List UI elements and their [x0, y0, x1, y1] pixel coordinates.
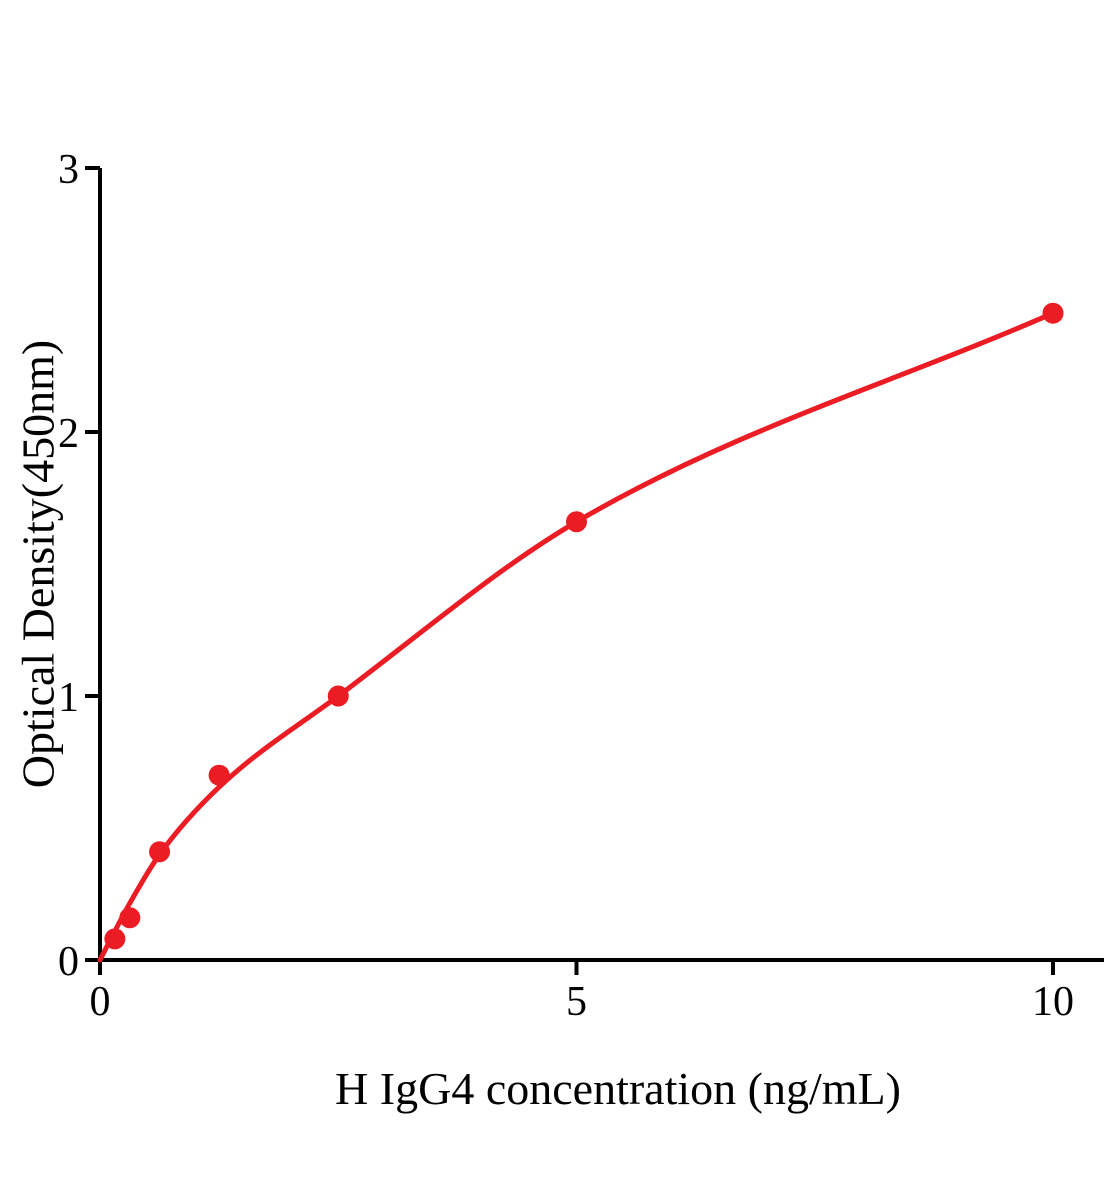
x-tick-label: 10 [1032, 979, 1074, 1025]
y-tick-label: 1 [58, 675, 79, 721]
data-point [119, 907, 141, 929]
y-tick-label: 3 [58, 147, 79, 193]
x-axis-title: H IgG4 concentration (ng/mL) [335, 1063, 901, 1114]
x-tick-label: 5 [566, 979, 587, 1025]
data-point [327, 685, 349, 707]
data-point [149, 841, 171, 863]
data-point [566, 511, 587, 533]
data-point [208, 764, 230, 786]
data-point [104, 928, 126, 950]
y-tick-label: 2 [58, 411, 79, 457]
y-tick-label: 0 [58, 939, 79, 985]
fit-curve [97, 310, 1056, 963]
y-axis-title: Optical Density(450nm) [12, 339, 64, 789]
x-tick-label: 0 [90, 979, 111, 1025]
data-point [1042, 302, 1064, 324]
